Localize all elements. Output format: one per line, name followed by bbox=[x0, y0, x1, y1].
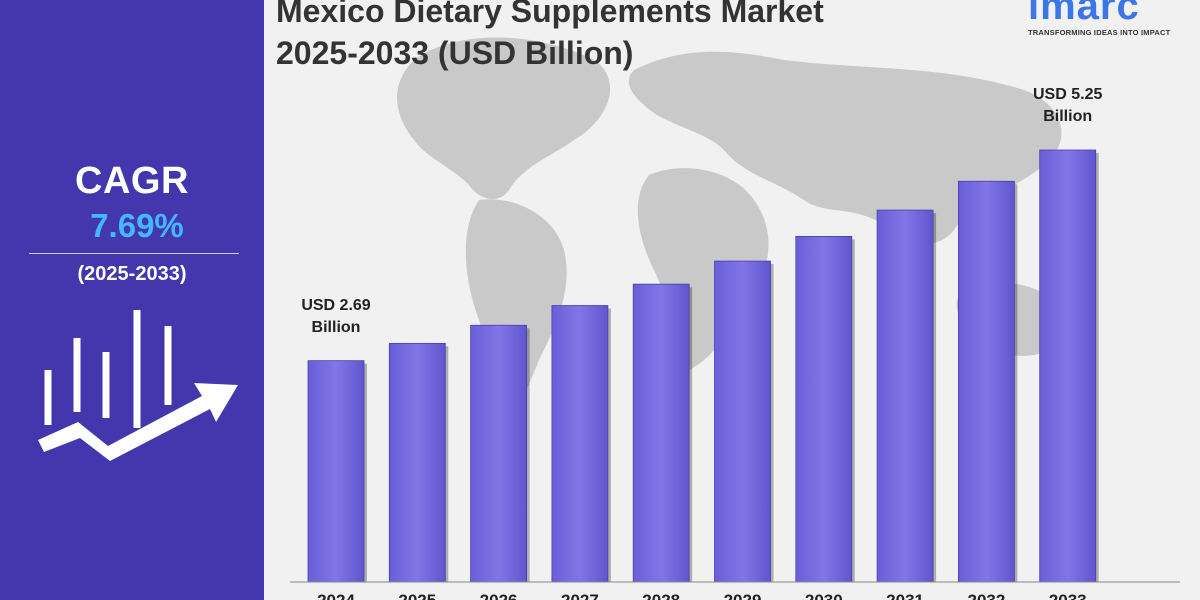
growth-chart-icon bbox=[38, 310, 238, 461]
cagr-period: (2025-2033) bbox=[77, 263, 187, 285]
logo-wordmark: imarc bbox=[1028, 0, 1140, 28]
cagr-panel: CAGR 7.69% (2025-2033) bbox=[0, 0, 264, 600]
cagr-label: CAGR bbox=[75, 160, 189, 202]
x-tick-label-2025: 2025 bbox=[398, 591, 436, 600]
x-tick-label-2033: 2033 bbox=[1049, 591, 1087, 600]
x-tick-label-2030: 2030 bbox=[805, 591, 843, 600]
x-tick-label-2031: 2031 bbox=[886, 591, 924, 600]
x-tick-label-2027: 2027 bbox=[561, 591, 599, 600]
last-value-label-line-1: USD 5.25 bbox=[1033, 86, 1103, 103]
bar-2024 bbox=[307, 360, 365, 583]
cagr-value: 7.69% bbox=[90, 207, 184, 244]
imarc-logo: imarc TRANSFORMING IDEAS INTO IMPACT bbox=[1022, 0, 1192, 40]
bar-2033 bbox=[1039, 149, 1097, 583]
bar-2028 bbox=[632, 283, 690, 583]
bar-2026 bbox=[470, 324, 528, 583]
bar-2027 bbox=[551, 305, 609, 583]
x-tick-label-2026: 2026 bbox=[480, 591, 518, 600]
x-tick-label-2032: 2032 bbox=[967, 591, 1005, 600]
chart-title-line-2: 2025-2033 (USD Billion) bbox=[276, 35, 634, 71]
first-value-label-line-1: USD 2.69 bbox=[301, 296, 371, 314]
bar-2029 bbox=[714, 260, 771, 583]
x-tick-label-2024: 2024 bbox=[317, 591, 355, 600]
bar-2025 bbox=[388, 342, 446, 583]
last-value-label-line-2: Billion bbox=[1043, 108, 1093, 125]
chart-title: Mexico Dietary Supplements Market 2025-2… bbox=[276, 0, 996, 74]
cagr-divider bbox=[29, 253, 239, 254]
bar-2032 bbox=[958, 180, 1015, 583]
first-value-label: USD 2.69 Billion bbox=[281, 295, 391, 339]
chart-title-line-1: Mexico Dietary Supplements Market bbox=[276, 0, 824, 29]
logo-tagline: TRANSFORMING IDEAS INTO IMPACT bbox=[1028, 28, 1171, 37]
x-tick-label-2029: 2029 bbox=[724, 591, 762, 600]
first-value-label-line-2: Billion bbox=[311, 318, 361, 336]
last-value-label: USD 5.25 Billion bbox=[1013, 84, 1123, 128]
bar-2030 bbox=[795, 235, 853, 583]
bar-2031 bbox=[876, 209, 934, 583]
x-tick-label-2028: 2028 bbox=[642, 591, 680, 600]
